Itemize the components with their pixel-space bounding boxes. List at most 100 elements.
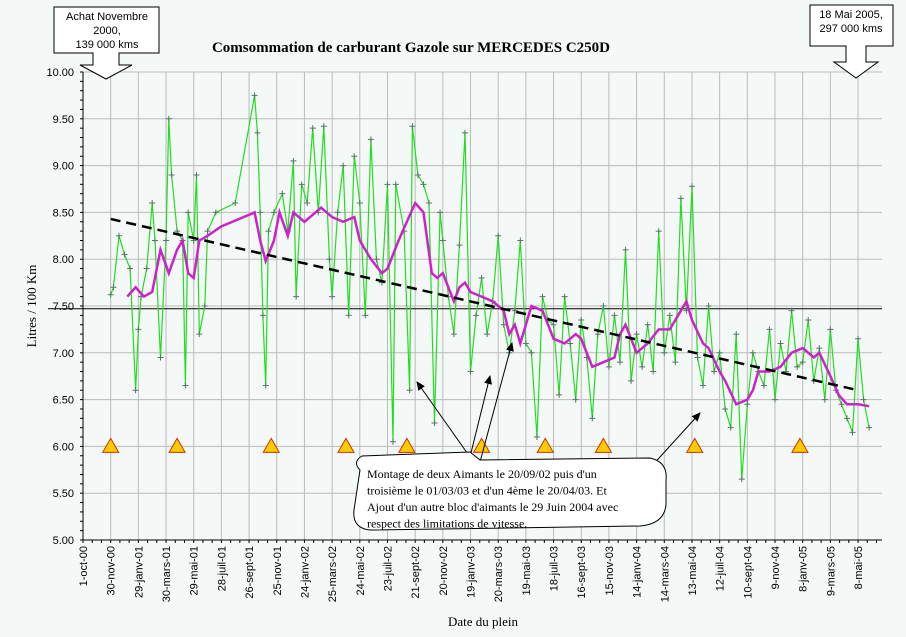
x-tick-label: 8-janv-05 <box>798 546 810 592</box>
data-point <box>556 391 563 398</box>
data-point <box>270 209 277 216</box>
data-point <box>700 382 707 389</box>
data-point <box>293 293 300 300</box>
magnet-marker <box>397 437 416 453</box>
y-tick-label: 5.50 <box>53 488 74 500</box>
data-point <box>384 181 391 188</box>
data-point <box>201 303 208 309</box>
data-point <box>838 401 845 408</box>
data-point <box>827 326 834 333</box>
data-point <box>495 232 502 239</box>
data-point <box>744 401 751 408</box>
data-point <box>320 123 327 130</box>
data-point <box>473 312 480 319</box>
x-tick-label: 18-juil-03 <box>549 546 561 591</box>
x-tick-label: 23-juil-02 <box>382 546 394 591</box>
data-point <box>309 125 316 132</box>
data-point <box>727 424 734 431</box>
magnet-marker <box>472 437 491 453</box>
data-point <box>157 354 164 361</box>
x-tick-label: 25-mars-02 <box>327 546 339 602</box>
data-point <box>373 256 380 263</box>
data-point <box>639 363 646 370</box>
data-point <box>622 246 629 253</box>
data-point <box>351 153 358 160</box>
data-point <box>860 396 867 403</box>
data-point <box>107 291 114 298</box>
x-axis-label: Date du plein <box>448 614 519 629</box>
data-point <box>478 274 485 281</box>
data-point <box>115 232 122 239</box>
data-point <box>760 382 767 389</box>
data-point <box>772 396 778 403</box>
data-point <box>777 340 784 347</box>
data-point <box>672 359 679 366</box>
data-point <box>688 183 695 190</box>
data-point <box>290 157 297 164</box>
x-tick-label: 21-sept-02 <box>410 546 422 599</box>
y-axis: 5.00 5.50 6.00 6.50 7.00 7.50 8.00 8.50 9.00 9.50… <box>46 67 84 547</box>
y-tick-label: 9.50 <box>53 114 74 126</box>
data-point <box>420 181 427 188</box>
data-point <box>406 387 413 394</box>
data-point <box>522 340 529 347</box>
x-tick-label: 14-janv-04 <box>632 546 644 598</box>
data-point <box>279 190 286 197</box>
data-point <box>409 123 416 130</box>
y-tick-label: 6.50 <box>53 395 74 407</box>
magnet-marker <box>168 437 186 453</box>
data-point <box>517 237 524 244</box>
y-axis-label: Litres / 100 Km <box>24 265 39 348</box>
x-tick-label: 28-juil-01 <box>216 546 228 591</box>
data-point <box>163 237 170 244</box>
data-point <box>265 228 272 235</box>
data-point <box>182 382 189 389</box>
x-tick-label: 20-mars-03 <box>493 546 505 602</box>
y-tick-label: 10.00 <box>46 67 74 79</box>
end-callout-text: 297 000 kms <box>820 23 883 35</box>
data-point <box>766 326 773 333</box>
data-point <box>578 317 585 324</box>
annotation-arrow <box>416 381 471 458</box>
data-point <box>345 312 352 319</box>
data-point <box>259 312 266 319</box>
x-tick-label: 12-juil-04 <box>715 546 727 591</box>
data-point <box>650 368 657 375</box>
data-point <box>589 415 596 422</box>
data-point <box>151 237 158 244</box>
data-point <box>304 200 311 207</box>
magnet-marker <box>262 437 281 453</box>
end-callout-text: 18 Mai 2005, <box>819 9 883 21</box>
x-tick-label: 15-nov-03 <box>604 546 616 596</box>
data-point <box>843 415 850 422</box>
data-point <box>326 256 333 263</box>
y-tick-label: 8.50 <box>53 207 74 219</box>
data-point <box>528 349 535 356</box>
x-tick-label: 20-nov-02 <box>438 546 450 596</box>
start-callout <box>53 6 160 80</box>
note-text-line: respect des limitations de vitesse. <box>367 517 527 531</box>
x-tick-label: 16-sept-03 <box>576 546 588 599</box>
data-point <box>594 331 601 338</box>
data-point <box>212 209 219 216</box>
x-axis: 1-oct-00 30-nov-00 29-janv-01 30-mars-01 29-… <box>78 539 882 602</box>
data-point <box>367 136 374 143</box>
data-point <box>251 92 258 99</box>
data-point <box>628 377 635 384</box>
x-tick-label: 19-janv-03 <box>466 546 478 598</box>
data-point <box>749 349 756 356</box>
data-point <box>334 209 341 216</box>
y-tick-label: 9.00 <box>53 161 74 173</box>
magnet-marker <box>337 437 355 453</box>
start-callout-text: Achat Novembre <box>66 11 148 23</box>
data-point <box>450 331 457 338</box>
data-point <box>196 331 203 338</box>
data-point <box>340 162 347 169</box>
data-point <box>437 209 444 216</box>
data-point <box>143 265 150 272</box>
data-point <box>633 331 640 338</box>
data-point <box>733 331 740 338</box>
start-callout-text: 2000, <box>93 25 121 37</box>
data-point <box>855 335 862 342</box>
